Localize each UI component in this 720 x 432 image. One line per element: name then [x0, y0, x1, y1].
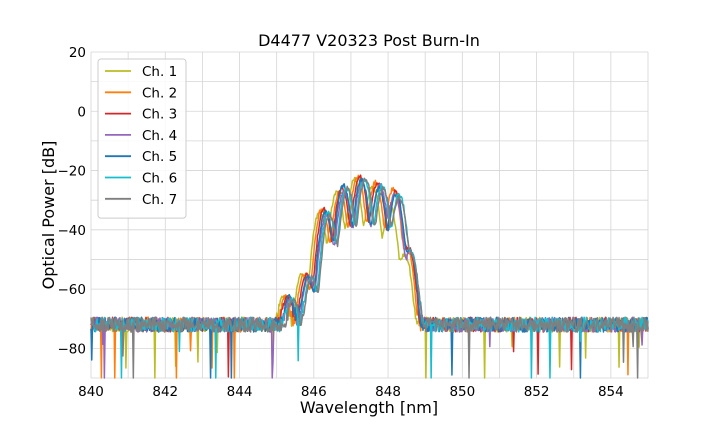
x-tick-label: 842: [152, 384, 178, 400]
x-tick-label: 840: [78, 384, 104, 400]
legend-label: Ch. 3: [142, 107, 177, 123]
x-tick-label: 854: [598, 384, 624, 400]
legend-label: Ch. 7: [142, 192, 177, 208]
x-tick-label: 848: [375, 384, 401, 400]
legend-label: Ch. 2: [142, 85, 177, 101]
legend: Ch. 1 Ch. 2 Ch. 3 Ch. 4 Ch. 5 Ch. 6 Ch. 7: [97, 58, 187, 219]
series-layer: [90, 174, 649, 379]
y-axis-label: Optical Power [dB]: [39, 141, 58, 290]
y-tick-label: −20: [58, 164, 87, 180]
x-axis-label: Wavelength [nm]: [300, 398, 438, 417]
series-line-7: [90, 177, 649, 379]
tick-labels: 840 842 844 846 848 850 852 854 −80 −60 −40 −20 0 20: [58, 45, 624, 400]
y-tick-label: −80: [58, 341, 87, 357]
y-tick-label: 20: [69, 45, 86, 61]
legend-label: Ch. 5: [142, 149, 177, 165]
legend-label: Ch. 1: [142, 64, 177, 80]
x-tick-label: 850: [449, 384, 475, 400]
x-tick-label: 852: [524, 384, 550, 400]
y-tick-label: 0: [77, 104, 86, 120]
legend-label: Ch. 4: [142, 128, 177, 144]
legend-label: Ch. 6: [142, 171, 177, 187]
x-tick-label: 846: [301, 384, 327, 400]
x-tick-label: 844: [227, 384, 253, 400]
y-tick-label: −60: [58, 282, 87, 298]
y-tick-label: −40: [58, 223, 87, 239]
chart-title: D4477 V20323 Post Burn-In: [258, 31, 480, 50]
